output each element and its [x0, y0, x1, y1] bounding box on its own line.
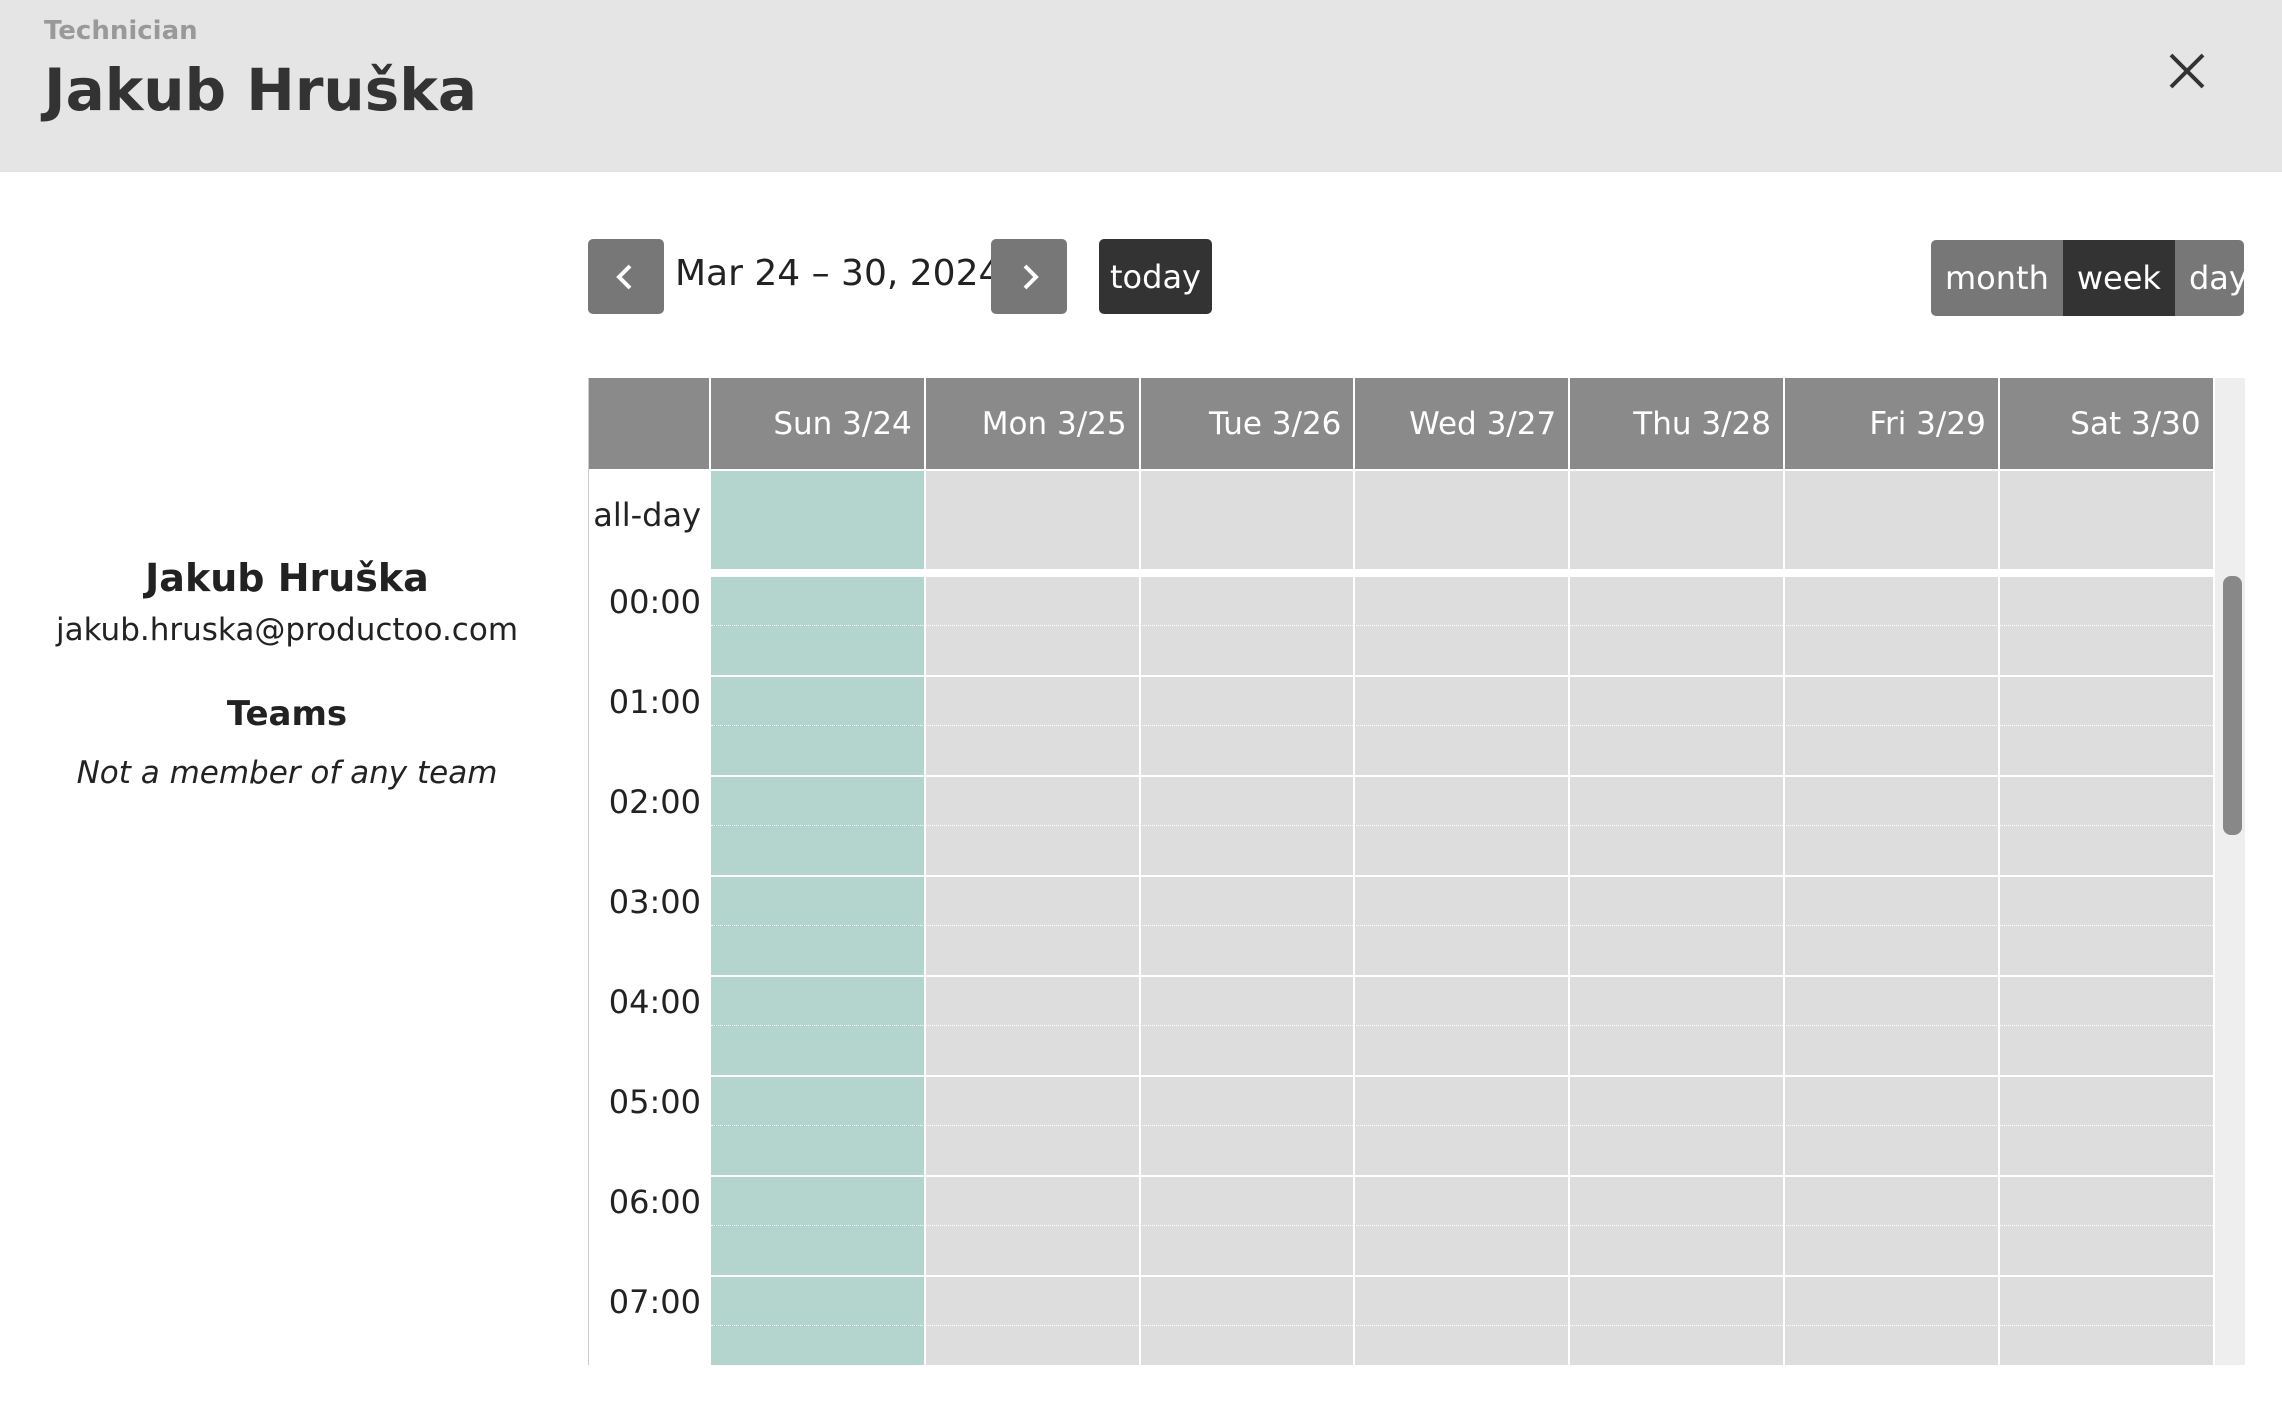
- hour-line: [711, 675, 2215, 677]
- view-switch: month week day: [1931, 240, 2244, 316]
- day-header: Wed 3/27: [1355, 378, 1571, 469]
- all-day-cell: [1140, 471, 1356, 569]
- profile-email: jakub.hruska@productoo.com: [55, 612, 519, 648]
- hour-line: [711, 1075, 2215, 1077]
- hour-line: [711, 975, 2215, 977]
- hour-line: [711, 1275, 2215, 1277]
- day-column: [1785, 575, 2000, 1365]
- half-hour-line: [711, 725, 2215, 726]
- all-day-label: all-day: [593, 496, 701, 534]
- hour-line: [711, 875, 2215, 877]
- day-column: [925, 575, 1141, 1365]
- day-header: Mon 3/25: [925, 378, 1141, 469]
- scrollbar-track: [2215, 378, 2245, 1365]
- time-label: 00:00: [608, 583, 701, 621]
- day-column: [1140, 575, 1356, 1365]
- header-title: Jakub Hruška: [44, 56, 477, 124]
- time-label: 04:00: [608, 983, 701, 1021]
- day-column: [1355, 575, 1571, 1365]
- date-range: Mar 24 – 30, 2024: [675, 253, 1002, 294]
- half-hour-line: [711, 1125, 2215, 1126]
- time-label: 05:00: [608, 1083, 701, 1121]
- half-hour-line: [711, 1325, 2215, 1326]
- time-label: 01:00: [608, 683, 701, 721]
- time-label: 02:00: [608, 783, 701, 821]
- profile-name: Jakub Hruška: [145, 556, 429, 600]
- next-button[interactable]: [991, 239, 1067, 314]
- all-day-cell: [1355, 471, 1571, 569]
- view-button[interactable]: day: [2174, 240, 2244, 316]
- all-day-cell: [1785, 471, 2000, 569]
- all-day-cell: [1570, 471, 1785, 569]
- teams-heading: Teams: [226, 694, 348, 734]
- day-header: Tue 3/26: [1140, 378, 1356, 469]
- day-header: Sat 3/30: [1999, 378, 2215, 469]
- day-header: Thu 3/28: [1570, 378, 1785, 469]
- half-hour-line: [711, 1225, 2215, 1226]
- hour-line: [711, 775, 2215, 777]
- today-button[interactable]: today: [1099, 239, 1212, 314]
- teams-text: Not a member of any team: [76, 755, 498, 791]
- all-day-cell: [1999, 471, 2215, 569]
- half-hour-line: [711, 925, 2215, 926]
- day-column: [711, 575, 926, 1365]
- all-day-cell: [925, 471, 1141, 569]
- hour-line: [711, 575, 2215, 577]
- half-hour-line: [711, 825, 2215, 826]
- time-label: 07:00: [608, 1283, 701, 1321]
- half-hour-line: [711, 1025, 2215, 1026]
- modal-header: [0, 0, 2282, 172]
- view-button[interactable]: week: [2062, 240, 2175, 316]
- header-label: Technician: [44, 16, 198, 46]
- scrollbar-thumb[interactable]: [2223, 576, 2242, 835]
- day-column: [1570, 575, 1785, 1365]
- all-day-cell: [711, 471, 926, 569]
- close-button[interactable]: [2168, 52, 2206, 90]
- time-label: 03:00: [608, 883, 701, 921]
- hour-line: [711, 1175, 2215, 1177]
- day-header: Fri 3/29: [1785, 378, 2000, 469]
- prev-button[interactable]: [588, 239, 664, 314]
- day-header: Sun 3/24: [711, 378, 926, 469]
- axis-header: [589, 378, 711, 469]
- day-column: [1999, 575, 2215, 1365]
- calendar: all-day Sun 3/24 Mon 3/25 Tue 3/26 Wed 3/27…: [588, 378, 2245, 1365]
- half-hour-line: [711, 625, 2215, 626]
- time-label: 06:00: [608, 1183, 701, 1221]
- view-button[interactable]: month: [1931, 240, 2063, 316]
